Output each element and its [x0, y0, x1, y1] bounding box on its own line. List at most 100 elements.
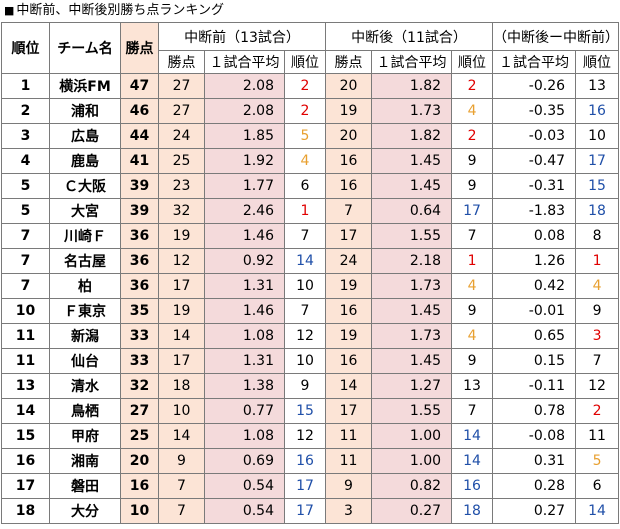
- cell-rank: 7: [1, 223, 50, 249]
- cell-before-points: 25: [158, 148, 205, 174]
- cell-before-avg: 0.54: [204, 473, 285, 499]
- subheader-before-avg: １試合平均: [204, 50, 285, 74]
- header-diff: （中断後ー中断前）: [492, 22, 620, 51]
- table-row: 13 清水 32 18 1.38 9 14 1.27 13 -0.11 12: [1, 373, 620, 399]
- cell-after-points: 19: [325, 323, 373, 349]
- cell-diff-avg: 0.65: [492, 323, 577, 349]
- cell-after-avg: 0.82: [371, 473, 453, 499]
- cell-after-rank: 9: [451, 173, 494, 199]
- cell-after-avg: 1.73: [371, 273, 453, 299]
- ranking-table: 順位 チーム名 勝点 中断前（13試合） 中断後（11試合） （中断後ー中断前）…: [1, 22, 620, 524]
- cell-diff-avg: 0.31: [492, 448, 577, 474]
- cell-before-rank: 9: [283, 373, 327, 399]
- cell-before-rank: 12: [283, 423, 327, 449]
- cell-before-avg: 1.31: [204, 348, 285, 374]
- table-row: 10 Ｆ東京 35 19 1.46 7 16 1.45 9 -0.01 9: [1, 298, 620, 324]
- cell-after-rank: 9: [451, 348, 494, 374]
- cell-before-rank: 15: [283, 398, 327, 424]
- page-title: ■ 中断前、中断後別勝ち点ランキング: [0, 0, 620, 22]
- header-rank: 順位: [1, 22, 50, 74]
- cell-diff-rank: 12: [575, 373, 620, 399]
- cell-after-points: 16: [325, 173, 373, 199]
- cell-before-avg: 2.46: [204, 198, 285, 224]
- cell-after-rank: 4: [451, 323, 494, 349]
- cell-before-rank: 10: [283, 348, 327, 374]
- cell-rank: 5: [1, 173, 50, 199]
- cell-points: 27: [120, 398, 159, 424]
- cell-after-rank: 16: [451, 473, 494, 499]
- cell-after-points: 20: [325, 123, 373, 149]
- cell-diff-rank: 8: [575, 223, 620, 249]
- cell-after-rank: 1: [451, 248, 494, 274]
- cell-diff-rank: 9: [575, 298, 620, 324]
- cell-before-rank: 5: [283, 123, 327, 149]
- cell-diff-avg: -0.31: [492, 173, 577, 199]
- cell-team: 湘南: [49, 448, 121, 474]
- cell-before-points: 23: [158, 173, 205, 199]
- square-marker-icon: ■: [4, 4, 15, 17]
- cell-diff-avg: -0.47: [492, 148, 577, 174]
- cell-after-avg: 1.45: [371, 348, 453, 374]
- header-before: 中断前（13試合）: [157, 22, 327, 51]
- cell-points: 25: [120, 423, 159, 449]
- cell-before-rank: 2: [283, 98, 327, 124]
- cell-after-avg: 1.55: [371, 223, 453, 249]
- cell-points: 35: [120, 298, 159, 324]
- cell-after-avg: 1.00: [371, 448, 453, 474]
- cell-after-rank: 2: [451, 123, 494, 149]
- cell-team: 川崎Ｆ: [49, 223, 121, 249]
- cell-before-points: 17: [158, 348, 205, 374]
- cell-before-rank: 14: [283, 248, 327, 274]
- cell-diff-avg: -1.83: [492, 198, 577, 224]
- cell-after-points: 17: [325, 398, 373, 424]
- cell-before-points: 32: [158, 198, 205, 224]
- table-row: 11 仙台 33 17 1.31 10 16 1.45 9 0.15 7: [1, 348, 620, 374]
- cell-team: 甲府: [49, 423, 121, 449]
- cell-before-rank: 6: [283, 173, 327, 199]
- cell-after-avg: 1.00: [371, 423, 453, 449]
- cell-before-points: 9: [158, 448, 205, 474]
- cell-diff-rank: 6: [575, 473, 620, 499]
- cell-before-points: 19: [158, 298, 205, 324]
- cell-rank: 4: [1, 148, 50, 174]
- cell-after-points: 16: [325, 298, 373, 324]
- cell-rank: 13: [1, 373, 50, 399]
- cell-diff-avg: 0.27: [492, 498, 577, 524]
- cell-before-avg: 1.38: [204, 373, 285, 399]
- cell-before-points: 17: [158, 273, 205, 299]
- cell-before-points: 27: [158, 98, 205, 124]
- table-row: 18 大分 10 7 0.54 17 3 0.27 18 0.27 14: [1, 498, 620, 524]
- cell-points: 32: [120, 373, 159, 399]
- cell-team: 浦和: [49, 98, 121, 124]
- table-row: 7 名古屋 36 12 0.92 14 24 2.18 1 1.26 1: [1, 248, 620, 274]
- cell-diff-avg: -0.08: [492, 423, 577, 449]
- cell-after-points: 14: [325, 373, 373, 399]
- cell-after-rank: 14: [451, 448, 494, 474]
- cell-rank: 15: [1, 423, 50, 449]
- cell-after-avg: 0.27: [371, 498, 453, 524]
- cell-after-avg: 1.45: [371, 148, 453, 174]
- cell-after-rank: 4: [451, 98, 494, 124]
- cell-before-points: 12: [158, 248, 205, 274]
- cell-rank: 11: [1, 348, 50, 374]
- cell-after-rank: 2: [451, 73, 494, 99]
- cell-before-avg: 1.92: [204, 148, 285, 174]
- cell-team: 名古屋: [49, 248, 121, 274]
- cell-before-rank: 17: [283, 473, 327, 499]
- cell-diff-avg: 0.28: [492, 473, 577, 499]
- cell-before-rank: 12: [283, 323, 327, 349]
- cell-team: 横浜FM: [49, 73, 121, 99]
- cell-points: 33: [120, 323, 159, 349]
- cell-before-avg: 2.08: [204, 98, 285, 124]
- cell-before-avg: 0.54: [204, 498, 285, 524]
- cell-team: 鳥栖: [49, 398, 121, 424]
- cell-before-rank: 2: [283, 73, 327, 99]
- cell-diff-rank: 15: [575, 173, 620, 199]
- cell-diff-rank: 11: [575, 423, 620, 449]
- cell-rank: 18: [1, 498, 50, 524]
- header-team: チーム名: [49, 22, 121, 74]
- cell-after-points: 19: [325, 98, 373, 124]
- cell-before-points: 19: [158, 223, 205, 249]
- cell-team: 大分: [49, 498, 121, 524]
- cell-points: 47: [120, 73, 159, 99]
